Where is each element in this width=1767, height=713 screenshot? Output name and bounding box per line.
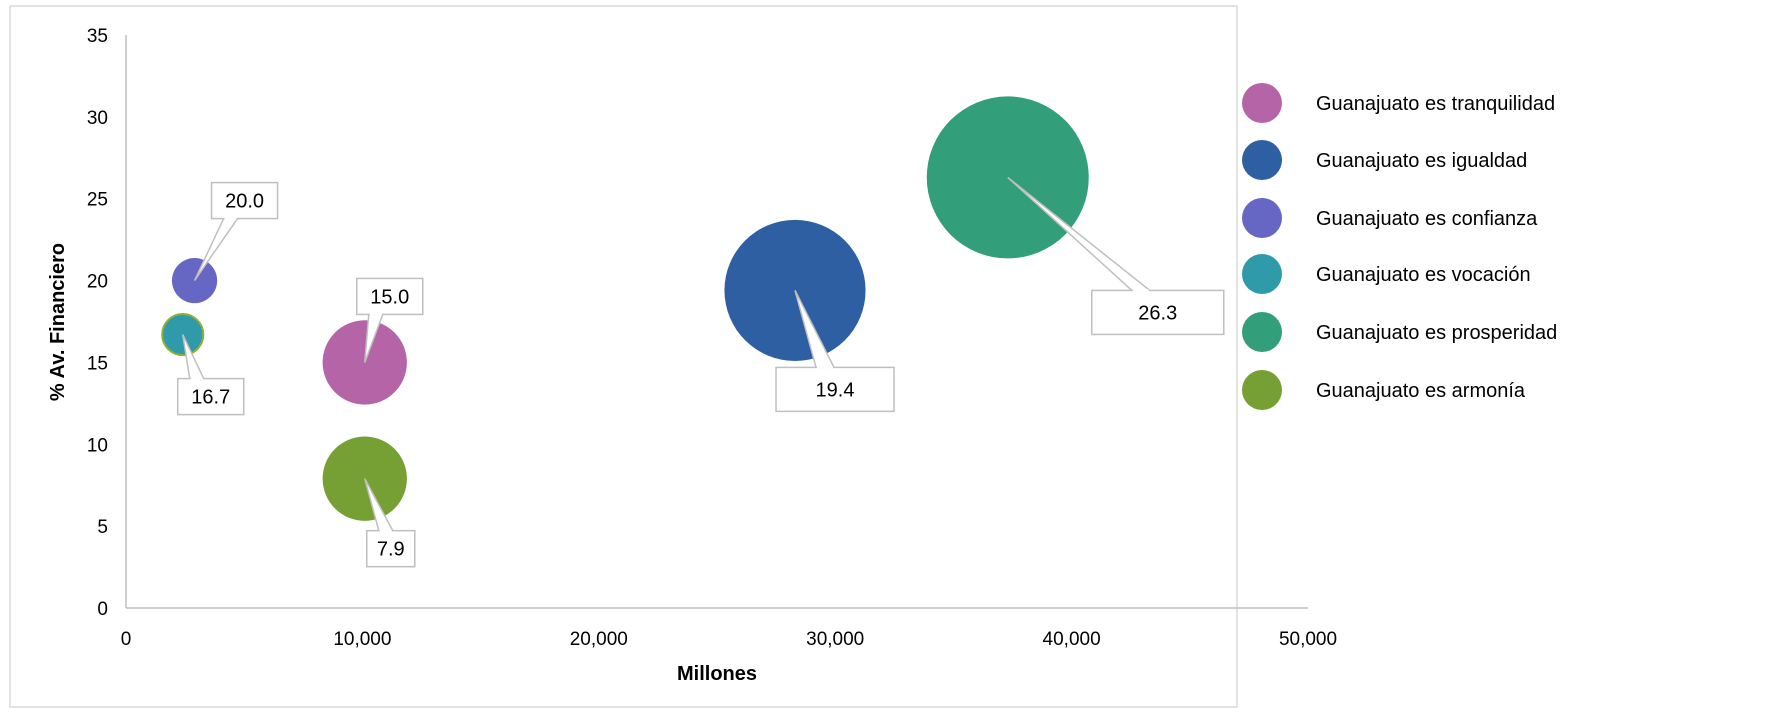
- legend-marker: [1242, 312, 1282, 352]
- legend: Guanajuato es tranquilidad Guanajuato es …: [1242, 83, 1557, 410]
- data-label-text: 26.3: [1138, 302, 1177, 324]
- data-label: 20.0: [193, 181, 279, 281]
- data-label: 26.3: [1007, 176, 1225, 336]
- y-tick-label: 35: [87, 26, 108, 47]
- data-label: 7.9: [364, 478, 416, 568]
- data-label-text: 15.0: [370, 286, 409, 308]
- data-labels: 15.0 19.4 20.0 16.7 26.3 7.9: [176, 176, 1225, 568]
- data-label: 15.0: [356, 277, 424, 363]
- legend-marker: [1242, 198, 1282, 238]
- data-label-text: 16.7: [191, 387, 230, 409]
- legend-label: Guanajuato es vocación: [1316, 264, 1531, 286]
- data-label: 16.7: [176, 334, 245, 416]
- x-tick-label: 0: [121, 629, 132, 650]
- data-label-text: 19.4: [816, 379, 855, 401]
- legend-item: Guanajuato es igualdad: [1242, 140, 1527, 180]
- legend-item: Guanajuato es tranquilidad: [1242, 83, 1555, 123]
- y-tick-label: 20: [87, 272, 108, 293]
- y-tick-labels: 0 5 10 15 20 25 30 35: [87, 26, 108, 620]
- legend-label: Guanajuato es prosperidad: [1316, 322, 1557, 344]
- y-tick-label: 10: [87, 435, 108, 456]
- data-label-text: 7.9: [377, 539, 405, 561]
- y-tick-label: 25: [87, 190, 108, 211]
- y-tick-label: 15: [87, 353, 108, 374]
- data-label-text: 20.0: [225, 191, 264, 213]
- x-tick-label: 20,000: [570, 629, 628, 650]
- y-tick-label: 30: [87, 108, 108, 129]
- legend-item: Guanajuato es prosperidad: [1242, 312, 1557, 352]
- legend-marker: [1242, 83, 1282, 123]
- y-axis-title: % Av. Financiero: [47, 243, 69, 401]
- legend-item: Guanajuato es armonía: [1242, 370, 1526, 410]
- y-tick-label: 0: [97, 599, 108, 620]
- y-tick-label: 5: [97, 517, 108, 538]
- x-tick-label: 10,000: [333, 629, 391, 650]
- data-label: 19.4: [775, 290, 895, 413]
- legend-marker: [1242, 254, 1282, 294]
- axes: [125, 35, 1308, 609]
- legend-marker: [1242, 370, 1282, 410]
- x-tick-labels: 0 10,000 20,000 30,000 40,000 50,000: [121, 629, 1337, 650]
- legend-marker: [1242, 140, 1282, 180]
- legend-item: Guanajuato es vocación: [1242, 254, 1531, 294]
- x-axis-title: Millones: [677, 663, 757, 685]
- legend-label: Guanajuato es igualdad: [1316, 150, 1527, 172]
- x-tick-label: 50,000: [1279, 629, 1337, 650]
- x-tick-label: 30,000: [806, 629, 864, 650]
- legend-label: Guanajuato es armonía: [1316, 380, 1526, 402]
- legend-item: Guanajuato es confianza: [1242, 198, 1538, 238]
- x-tick-label: 40,000: [1043, 629, 1101, 650]
- legend-label: Guanajuato es confianza: [1316, 208, 1538, 230]
- legend-label: Guanajuato es tranquilidad: [1316, 93, 1555, 115]
